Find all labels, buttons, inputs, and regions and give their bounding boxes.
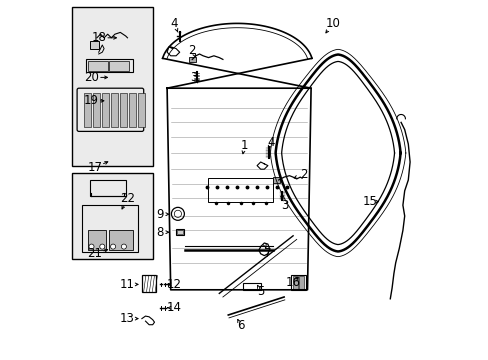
Bar xyxy=(129,93,136,127)
Text: 17: 17 xyxy=(87,161,102,174)
Text: 18: 18 xyxy=(91,31,106,44)
Text: 5: 5 xyxy=(257,285,264,298)
Bar xyxy=(177,230,183,234)
Bar xyxy=(176,229,183,235)
Text: 2: 2 xyxy=(300,168,307,181)
Text: 20: 20 xyxy=(84,71,99,84)
Bar xyxy=(72,7,152,166)
Text: 14: 14 xyxy=(166,301,182,314)
Text: 6: 6 xyxy=(237,319,244,332)
Bar xyxy=(188,57,196,62)
Bar xyxy=(291,275,305,290)
Text: 10: 10 xyxy=(325,17,340,30)
Bar xyxy=(208,178,273,202)
Text: 8: 8 xyxy=(156,226,163,239)
Text: 15: 15 xyxy=(362,195,377,208)
Text: 22: 22 xyxy=(120,192,135,204)
Text: 19: 19 xyxy=(84,94,99,107)
Bar xyxy=(299,276,304,289)
Bar xyxy=(273,177,279,183)
Bar xyxy=(292,276,297,289)
Bar xyxy=(111,93,118,127)
Bar xyxy=(88,61,107,71)
Text: 4: 4 xyxy=(170,17,178,30)
Text: 3: 3 xyxy=(281,199,288,212)
Circle shape xyxy=(121,244,126,249)
Circle shape xyxy=(89,244,94,249)
Bar xyxy=(88,230,106,250)
Text: 9: 9 xyxy=(156,208,163,221)
Text: 11: 11 xyxy=(120,278,135,291)
Bar xyxy=(72,173,152,259)
Text: 13: 13 xyxy=(120,312,135,325)
Text: 2: 2 xyxy=(188,44,196,57)
Text: 3: 3 xyxy=(190,71,197,84)
Text: 16: 16 xyxy=(285,276,300,289)
Bar xyxy=(86,59,133,72)
Bar xyxy=(138,93,144,127)
Bar xyxy=(109,230,133,250)
Bar xyxy=(142,275,156,292)
Bar xyxy=(89,41,99,49)
Bar xyxy=(82,205,138,252)
Bar xyxy=(120,93,126,127)
Text: 1: 1 xyxy=(240,139,248,152)
Bar xyxy=(242,283,260,290)
Text: 7: 7 xyxy=(264,247,271,260)
Bar xyxy=(84,93,91,127)
Bar xyxy=(109,61,129,71)
Bar xyxy=(102,93,108,127)
Text: 21: 21 xyxy=(87,247,102,260)
Bar xyxy=(93,93,100,127)
Text: 4: 4 xyxy=(267,136,275,149)
Text: 12: 12 xyxy=(166,278,182,291)
Circle shape xyxy=(110,244,115,249)
Circle shape xyxy=(100,244,104,249)
